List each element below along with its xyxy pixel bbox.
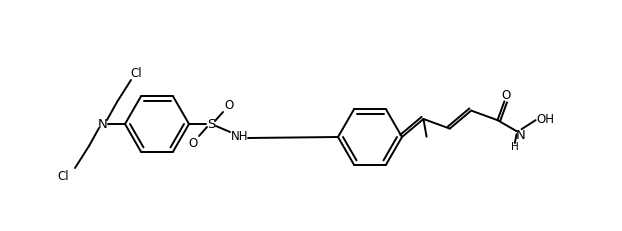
Text: S: S — [207, 118, 215, 131]
Text: O: O — [188, 137, 198, 150]
Text: Cl: Cl — [57, 170, 69, 183]
Text: O: O — [225, 99, 234, 112]
Text: NH: NH — [231, 130, 249, 143]
Text: N: N — [516, 128, 526, 141]
Text: H: H — [511, 141, 519, 151]
Text: N: N — [98, 118, 108, 131]
Text: OH: OH — [537, 112, 555, 125]
Text: O: O — [502, 88, 511, 101]
Text: Cl: Cl — [130, 67, 142, 80]
